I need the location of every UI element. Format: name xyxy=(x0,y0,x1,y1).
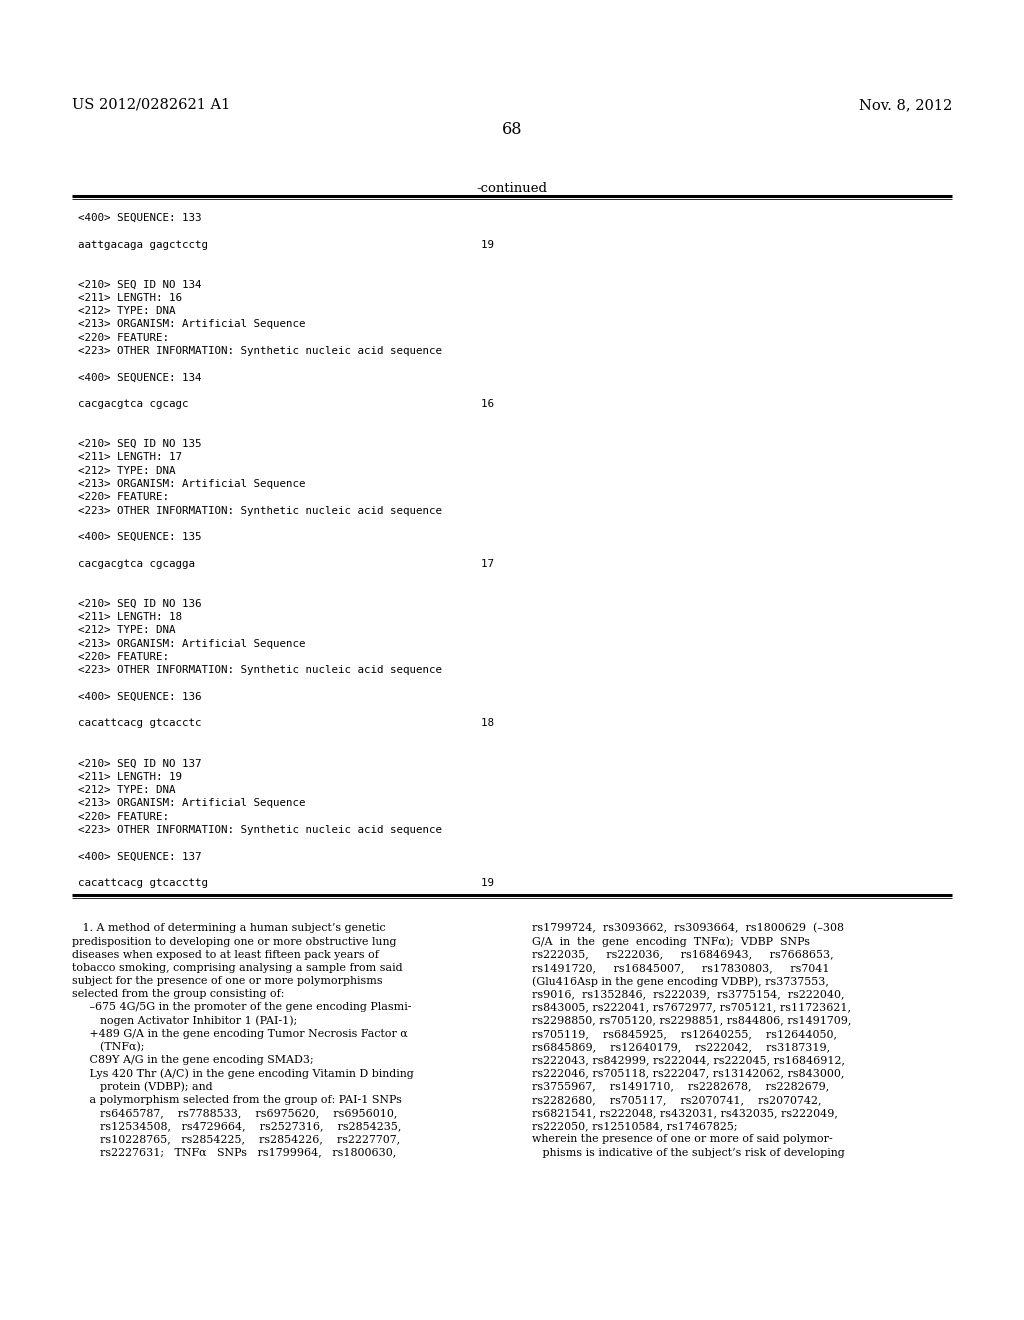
Text: rs222050, rs12510584, rs17467825;: rs222050, rs12510584, rs17467825; xyxy=(532,1121,737,1131)
Text: tobacco smoking, comprising analysing a sample from said: tobacco smoking, comprising analysing a … xyxy=(72,962,402,973)
Text: rs6845869,    rs12640179,    rs222042,    rs3187319,: rs6845869, rs12640179, rs222042, rs31873… xyxy=(532,1041,830,1052)
Text: rs1799724,  rs3093662,  rs3093664,  rs1800629  (–308: rs1799724, rs3093662, rs3093664, rs18006… xyxy=(532,923,844,933)
Text: rs12534508,   rs4729664,    rs2527316,    rs2854235,: rs12534508, rs4729664, rs2527316, rs2854… xyxy=(72,1121,401,1131)
Text: <212> TYPE: DNA: <212> TYPE: DNA xyxy=(78,785,175,795)
Text: <220> FEATURE:: <220> FEATURE: xyxy=(78,492,169,503)
Text: rs1491720,     rs16845007,     rs17830803,     rs7041: rs1491720, rs16845007, rs17830803, rs704… xyxy=(532,962,829,973)
Text: <400> SEQUENCE: 137: <400> SEQUENCE: 137 xyxy=(78,851,202,862)
Text: <211> LENGTH: 16: <211> LENGTH: 16 xyxy=(78,293,182,302)
Text: diseases when exposed to at least fifteen pack years of: diseases when exposed to at least fiftee… xyxy=(72,949,379,960)
Text: selected from the group consisting of:: selected from the group consisting of: xyxy=(72,989,285,999)
Text: <220> FEATURE:: <220> FEATURE: xyxy=(78,652,169,661)
Text: <223> OTHER INFORMATION: Synthetic nucleic acid sequence: <223> OTHER INFORMATION: Synthetic nucle… xyxy=(78,665,442,676)
Text: <212> TYPE: DNA: <212> TYPE: DNA xyxy=(78,626,175,635)
Text: <210> SEQ ID NO 135: <210> SEQ ID NO 135 xyxy=(78,440,202,449)
Text: Nov. 8, 2012: Nov. 8, 2012 xyxy=(859,98,952,112)
Text: <211> LENGTH: 19: <211> LENGTH: 19 xyxy=(78,772,182,781)
Text: <223> OTHER INFORMATION: Synthetic nucleic acid sequence: <223> OTHER INFORMATION: Synthetic nucle… xyxy=(78,506,442,516)
Text: rs705119,    rs6845925,    rs12640255,    rs12644050,: rs705119, rs6845925, rs12640255, rs12644… xyxy=(532,1028,837,1039)
Text: rs222035,     rs222036,     rs16846943,     rs7668653,: rs222035, rs222036, rs16846943, rs766865… xyxy=(532,949,834,960)
Text: <400> SEQUENCE: 135: <400> SEQUENCE: 135 xyxy=(78,532,202,543)
Text: rs10228765,   rs2854225,    rs2854226,    rs2227707,: rs10228765, rs2854225, rs2854226, rs2227… xyxy=(72,1134,400,1144)
Text: <212> TYPE: DNA: <212> TYPE: DNA xyxy=(78,306,175,315)
Text: <212> TYPE: DNA: <212> TYPE: DNA xyxy=(78,466,175,475)
Text: 1. A method of determining a human subject’s genetic: 1. A method of determining a human subje… xyxy=(72,923,386,933)
Text: rs2282680,    rs705117,    rs2070741,    rs2070742,: rs2282680, rs705117, rs2070741, rs207074… xyxy=(532,1094,821,1105)
Text: subject for the presence of one or more polymorphisms: subject for the presence of one or more … xyxy=(72,975,383,986)
Text: aattgacaga gagctcctg                                          19: aattgacaga gagctcctg 19 xyxy=(78,240,494,249)
Text: <213> ORGANISM: Artificial Sequence: <213> ORGANISM: Artificial Sequence xyxy=(78,479,305,488)
Text: <211> LENGTH: 17: <211> LENGTH: 17 xyxy=(78,453,182,462)
Text: wherein the presence of one or more of said polymor-: wherein the presence of one or more of s… xyxy=(532,1134,833,1144)
Text: <213> ORGANISM: Artificial Sequence: <213> ORGANISM: Artificial Sequence xyxy=(78,319,305,330)
Text: <400> SEQUENCE: 133: <400> SEQUENCE: 133 xyxy=(78,213,202,223)
Text: cacattcacg gtcacctc                                           18: cacattcacg gtcacctc 18 xyxy=(78,718,494,729)
Text: phisms is indicative of the subject’s risk of developing: phisms is indicative of the subject’s ri… xyxy=(532,1147,845,1158)
Text: rs3755967,    rs1491710,    rs2282678,    rs2282679,: rs3755967, rs1491710, rs2282678, rs22826… xyxy=(532,1081,829,1092)
Text: <400> SEQUENCE: 136: <400> SEQUENCE: 136 xyxy=(78,692,202,702)
Text: <211> LENGTH: 18: <211> LENGTH: 18 xyxy=(78,612,182,622)
Text: predisposition to developing one or more obstructive lung: predisposition to developing one or more… xyxy=(72,936,396,946)
Text: <210> SEQ ID NO 136: <210> SEQ ID NO 136 xyxy=(78,599,202,609)
Text: G/A  in  the  gene  encoding  TNFα);  VDBP  SNPs: G/A in the gene encoding TNFα); VDBP SNP… xyxy=(532,936,810,946)
Text: –675 4G/5G in the promoter of the gene encoding Plasmi-: –675 4G/5G in the promoter of the gene e… xyxy=(72,1002,412,1012)
Text: protein (VDBP); and: protein (VDBP); and xyxy=(72,1081,213,1092)
Text: rs222046, rs705118, rs222047, rs13142062, rs843000,: rs222046, rs705118, rs222047, rs13142062… xyxy=(532,1068,845,1078)
Text: a polymorphism selected from the group of: PAI-1 SNPs: a polymorphism selected from the group o… xyxy=(72,1094,401,1105)
Text: rs843005, rs222041, rs7672977, rs705121, rs11723621,: rs843005, rs222041, rs7672977, rs705121,… xyxy=(532,1002,851,1012)
Text: <220> FEATURE:: <220> FEATURE: xyxy=(78,812,169,821)
Text: <220> FEATURE:: <220> FEATURE: xyxy=(78,333,169,343)
Text: <213> ORGANISM: Artificial Sequence: <213> ORGANISM: Artificial Sequence xyxy=(78,799,305,808)
Text: <223> OTHER INFORMATION: Synthetic nucleic acid sequence: <223> OTHER INFORMATION: Synthetic nucle… xyxy=(78,346,442,356)
Text: -continued: -continued xyxy=(476,181,548,194)
Text: <223> OTHER INFORMATION: Synthetic nucleic acid sequence: <223> OTHER INFORMATION: Synthetic nucle… xyxy=(78,825,442,834)
Text: cacgacgtca cgcagc                                             16: cacgacgtca cgcagc 16 xyxy=(78,399,494,409)
Text: rs6821541, rs222048, rs432031, rs432035, rs222049,: rs6821541, rs222048, rs432031, rs432035,… xyxy=(532,1107,838,1118)
Text: <210> SEQ ID NO 134: <210> SEQ ID NO 134 xyxy=(78,280,202,289)
Text: +489 G/A in the gene encoding Tumor Necrosis Factor α: +489 G/A in the gene encoding Tumor Necr… xyxy=(72,1028,408,1039)
Text: cacgacgtca cgcagga                                            17: cacgacgtca cgcagga 17 xyxy=(78,558,494,569)
Text: (Glu416Asp in the gene encoding VDBP), rs3737553,: (Glu416Asp in the gene encoding VDBP), r… xyxy=(532,975,828,986)
Text: rs222043, rs842999, rs222044, rs222045, rs16846912,: rs222043, rs842999, rs222044, rs222045, … xyxy=(532,1055,845,1065)
Text: 68: 68 xyxy=(502,121,522,139)
Text: rs2298850, rs705120, rs2298851, rs844806, rs1491709,: rs2298850, rs705120, rs2298851, rs844806… xyxy=(532,1015,851,1026)
Text: US 2012/0282621 A1: US 2012/0282621 A1 xyxy=(72,98,230,112)
Text: <400> SEQUENCE: 134: <400> SEQUENCE: 134 xyxy=(78,372,202,383)
Text: rs6465787,    rs7788533,    rs6975620,    rs6956010,: rs6465787, rs7788533, rs6975620, rs69560… xyxy=(72,1107,397,1118)
Text: C89Y A/G in the gene encoding SMAD3;: C89Y A/G in the gene encoding SMAD3; xyxy=(72,1055,313,1065)
Text: rs9016,  rs1352846,  rs222039,  rs3775154,  rs222040,: rs9016, rs1352846, rs222039, rs3775154, … xyxy=(532,989,845,999)
Text: <210> SEQ ID NO 137: <210> SEQ ID NO 137 xyxy=(78,758,202,768)
Text: cacattcacg gtcaccttg                                          19: cacattcacg gtcaccttg 19 xyxy=(78,878,494,888)
Text: (TNFα);: (TNFα); xyxy=(72,1041,144,1052)
Text: nogen Activator Inhibitor 1 (PAI-1);: nogen Activator Inhibitor 1 (PAI-1); xyxy=(72,1015,297,1026)
Text: Lys 420 Thr (A/C) in the gene encoding Vitamin D binding: Lys 420 Thr (A/C) in the gene encoding V… xyxy=(72,1068,414,1078)
Text: rs2227631;   TNFα   SNPs   rs1799964,   rs1800630,: rs2227631; TNFα SNPs rs1799964, rs180063… xyxy=(72,1147,396,1158)
Text: <213> ORGANISM: Artificial Sequence: <213> ORGANISM: Artificial Sequence xyxy=(78,639,305,648)
